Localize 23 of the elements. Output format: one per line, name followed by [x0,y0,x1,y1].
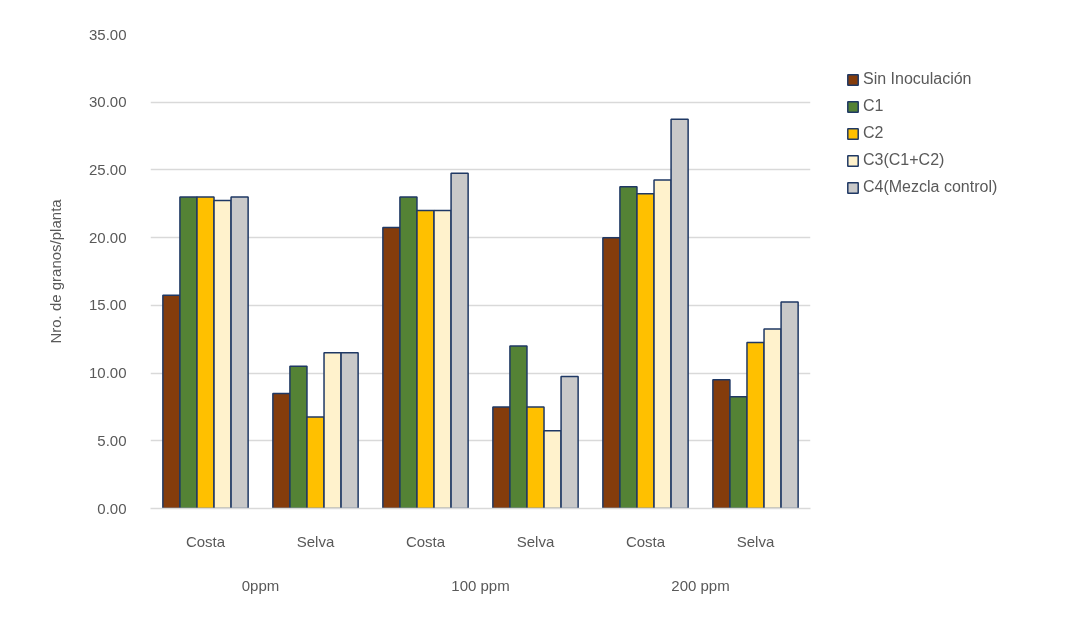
legend-label: C4(Mezcla control) [863,178,998,196]
x-tick-label: Selva [296,532,335,550]
y-tick-label: 5.00 [97,431,127,449]
legend-label: Sin Inoculación [863,70,972,88]
x-tick-label: Costa [625,532,666,550]
y-tick-label: 0.00 [97,499,127,517]
y-tick-label: 15.00 [88,296,127,314]
y-axis-title: Nro. de granos/planta [46,198,64,344]
y-tick-label: 30.00 [88,93,127,111]
x-tick-label: Selva [516,532,555,550]
y-tick-label: 25.00 [88,160,127,178]
x-tick-label: Costa [405,532,446,550]
text: 200 ppm [671,576,730,594]
x-tick-label: Costa [185,532,226,550]
y-tick-label: 20.00 [88,228,127,246]
legend-label: C2 [863,124,884,142]
text: 0ppm [241,576,280,594]
y-tick-label: 35.00 [88,25,127,43]
legend-label: C3(C1+C2) [863,151,945,169]
x-tick-label: Selva [736,532,775,550]
y-tick-label: 10.00 [88,364,127,382]
text: 100 ppm [451,576,510,594]
legend-label: C1 [863,97,884,115]
